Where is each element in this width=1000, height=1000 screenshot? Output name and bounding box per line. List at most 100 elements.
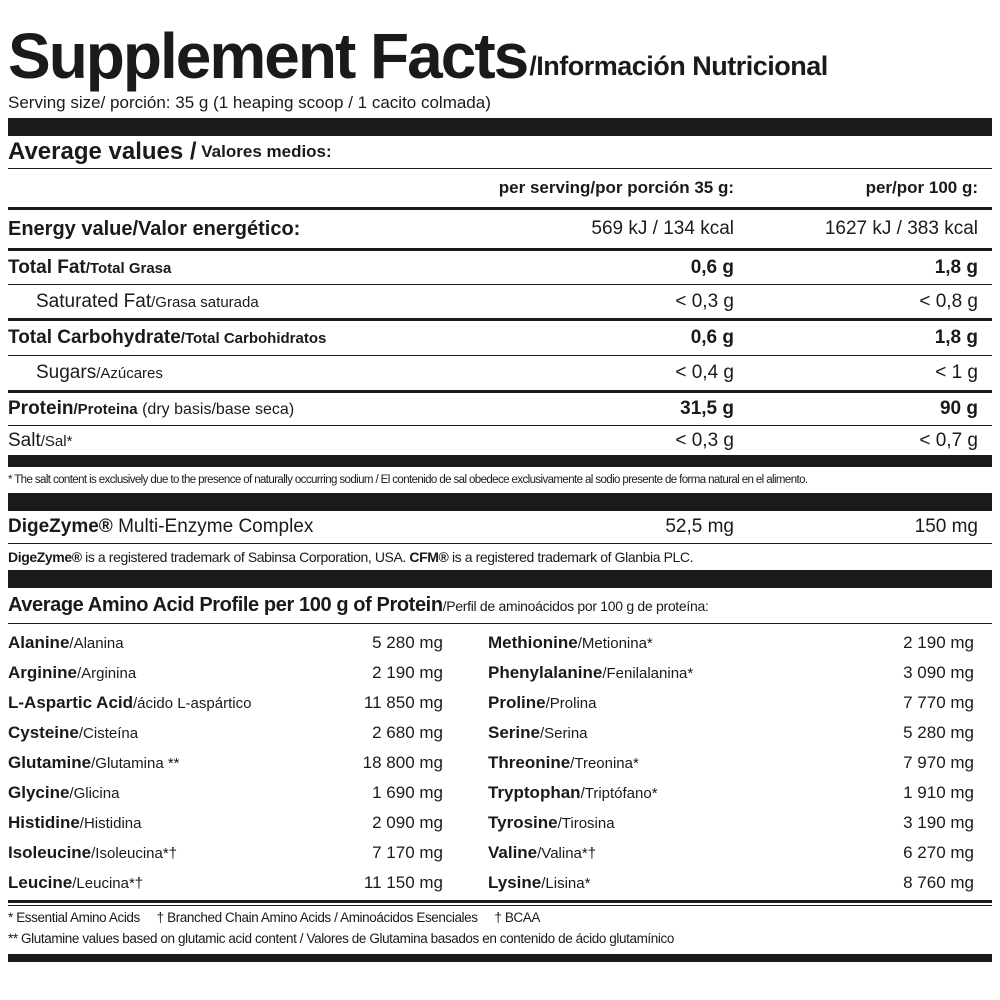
- amino-name: Valine/Valina*†: [488, 843, 903, 863]
- amino-value: 7 170 mg: [372, 843, 443, 862]
- nutrient-name: Total Carbohydrate: [8, 327, 181, 348]
- enzyme-brand: DigeZyme®: [8, 516, 113, 537]
- nutrient-row-energy: Energy value/Valor energético: 569 kJ / …: [8, 210, 992, 251]
- amino-name: L-Aspartic Acid/ácido L-aspártico: [8, 693, 364, 713]
- serving-value: 52,5 mg: [665, 516, 734, 537]
- amino-name: Arginine/Arginina: [8, 663, 372, 683]
- amino-heading: Average Amino Acid Profile per 100 g of …: [8, 588, 992, 624]
- per100-value: 1627 kJ / 383 kcal: [824, 218, 978, 239]
- amino-value: 2 190 mg: [903, 633, 974, 652]
- divider-line: [8, 900, 992, 906]
- amino-row: Threonine/Treonina* 7 970 mg: [488, 748, 992, 778]
- subtitle: /Información Nutricional: [529, 51, 828, 81]
- amino-name-en: Isoleucine: [8, 843, 92, 862]
- amino-value: 8 760 mg: [903, 873, 974, 892]
- nutrient-name: Total Fat: [8, 256, 86, 278]
- per100-value: < 0,7 g: [919, 429, 978, 451]
- serving-value: 0,6 g: [690, 256, 734, 278]
- divider-bar: [8, 118, 992, 136]
- amino-name: Tryptophan/Triptófano*: [488, 783, 903, 803]
- amino-row: Tryptophan/Triptófano* 1 910 mg: [488, 778, 992, 808]
- trademark-brand: CFM®: [409, 549, 449, 565]
- amino-table: Alanine/Alanina 5 280 mg Arginine/Arginina…: [8, 624, 992, 898]
- amino-column-right: Methionine/Metionina* 2 190 mg Phenylalani…: [488, 628, 992, 898]
- per100-value: 150 mg: [914, 516, 978, 537]
- amino-name: Methionine/Metionina*: [488, 633, 903, 653]
- amino-value: 1 910 mg: [903, 783, 974, 802]
- serving-size: Serving size/ porción: 35 g (1 heaping s…: [8, 93, 491, 112]
- per100-value: < 0,8 g: [919, 290, 978, 312]
- amino-name-en: L-Aspartic Acid: [8, 693, 134, 712]
- amino-name: Phenylalanine/Fenilalanina*: [488, 663, 903, 683]
- amino-name-es: /Arginina: [76, 665, 137, 682]
- amino-row: L-Aspartic Acid/ácido L-aspártico 11 850 …: [8, 688, 488, 718]
- per100-value: 1,8 g: [934, 256, 978, 278]
- nutrient-name: Protein: [8, 398, 74, 419]
- amino-name-en: Histidine: [8, 813, 80, 832]
- amino-name: Cysteine/Cisteína: [8, 723, 372, 743]
- nutrient-name-es: /Total Grasa: [85, 259, 172, 277]
- nutrient-name-es: /Total Carbohidratos: [180, 330, 327, 347]
- amino-name-es: /Prolina: [545, 695, 597, 712]
- col-serving: per serving/por porción 35 g:: [498, 178, 734, 197]
- amino-name-es: /Tirosina: [557, 815, 615, 832]
- amino-value: 5 280 mg: [903, 723, 974, 742]
- amino-footnote-2: ** Glutamine values based on glutamic ac…: [8, 930, 674, 946]
- amino-name-en: Glycine: [8, 783, 70, 802]
- amino-value: 7 770 mg: [903, 693, 974, 712]
- serving-value: < 0,4 g: [675, 362, 734, 383]
- amino-row: Lysine/Lisina* 8 760 mg: [488, 868, 992, 898]
- amino-row: Serine/Serina 5 280 mg: [488, 718, 992, 748]
- enzyme-name: Multi-Enzyme Complex: [112, 516, 314, 537]
- amino-name-es: /Metionina*: [577, 635, 653, 652]
- amino-name-en: Tryptophan: [488, 783, 581, 802]
- amino-row: Leucine/Leucina*† 11 150 mg: [8, 868, 488, 898]
- amino-name-en: Tyrosine: [488, 813, 558, 832]
- amino-name: Tyrosine/Tirosina: [488, 813, 903, 833]
- trademark-text: is a registered trademark of Sabinsa Cor…: [81, 549, 410, 565]
- nutrient-name: Saturated Fat: [36, 290, 152, 312]
- title: Supplement Facts: [8, 20, 529, 92]
- amino-value: 6 270 mg: [903, 843, 974, 862]
- nutrient-name-es: /Sal*: [40, 432, 73, 450]
- amino-name: Serine/Serina: [488, 723, 903, 743]
- serving-value: 31,5 g: [680, 398, 734, 419]
- amino-name-es: /Serina: [539, 725, 588, 742]
- amino-name-es: /Isoleucina*†: [91, 845, 178, 862]
- amino-name-es: /Valina*†: [537, 845, 597, 862]
- amino-value: 2 190 mg: [372, 663, 443, 682]
- column-headers: per serving/por porción 35 g: per/por 10…: [8, 169, 992, 210]
- amino-footnote-1: * Essential Amino Acids † Branched Chain…: [8, 909, 540, 925]
- serving-value: < 0,3 g: [675, 429, 734, 451]
- amino-name-es: /Cisteína: [78, 725, 139, 742]
- nutrient-name-es: /Azúcares: [96, 365, 163, 382]
- amino-title: Average Amino Acid Profile per 100 g of …: [8, 594, 443, 616]
- amino-name: Lysine/Lisina*: [488, 873, 903, 893]
- nutrient-name: Salt: [8, 429, 41, 451]
- amino-row: Tyrosine/Tirosina 3 190 mg: [488, 808, 992, 838]
- amino-name-es: /ácido L-aspártico: [133, 695, 252, 712]
- amino-name-en: Valine: [488, 843, 538, 862]
- amino-row: Histidine/Histidina 2 090 mg: [8, 808, 488, 838]
- amino-name-es: /Leucina*†: [72, 875, 144, 892]
- amino-name-es: /Treonina*: [570, 755, 639, 772]
- divider-bar: [8, 954, 992, 962]
- nutrient-row-protein: Protein/Proteina (dry basis/base seca) 3…: [8, 393, 992, 426]
- amino-row: Alanine/Alanina 5 280 mg: [8, 628, 488, 658]
- amino-name-en: Lysine: [488, 873, 542, 892]
- heading-en: Average values /: [8, 138, 197, 165]
- amino-title-es: /Perfil de aminoácidos por 100 g de prot…: [442, 597, 709, 614]
- nutrient-note: (dry basis/base seca): [137, 401, 295, 418]
- amino-row: Proline/Prolina 7 770 mg: [488, 688, 992, 718]
- nutrient-row-salt: Salt/Sal* < 0,3 g < 0,7 g: [8, 426, 992, 455]
- amino-name-en: Serine: [488, 723, 540, 742]
- amino-name-es: /Glicina: [69, 785, 120, 802]
- amino-name-en: Alanine: [8, 633, 70, 652]
- amino-row: Cysteine/Cisteína 2 680 mg: [8, 718, 488, 748]
- label-title: Supplement Facts /Información Nutriciona…: [8, 0, 992, 88]
- amino-row: Arginine/Arginina 2 190 mg: [8, 658, 488, 688]
- amino-name-en: Methionine: [488, 633, 578, 652]
- nutrient-name-es: /Grasa saturada: [151, 293, 259, 311]
- amino-name: Leucine/Leucina*†: [8, 873, 364, 893]
- amino-name-en: Arginine: [8, 663, 77, 682]
